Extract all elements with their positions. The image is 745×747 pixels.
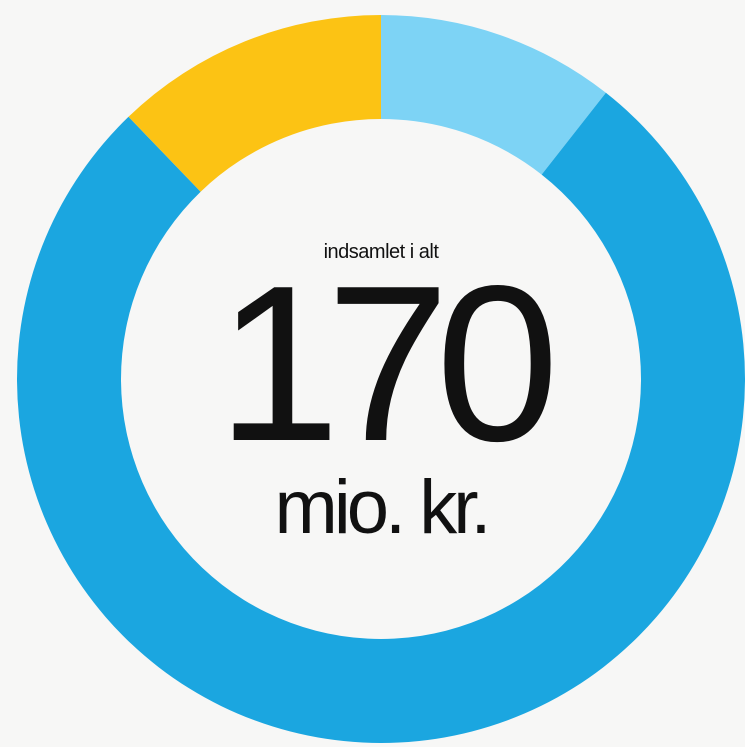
donut	[16, 15, 745, 743]
center-unit: mio. kr.	[275, 465, 488, 550]
donut-segment	[128, 15, 381, 192]
center-label: indsamlet i alt	[324, 241, 440, 263]
donut-segment	[16, 92, 745, 743]
center-value: 170	[217, 240, 551, 488]
donut-segment	[381, 15, 606, 175]
